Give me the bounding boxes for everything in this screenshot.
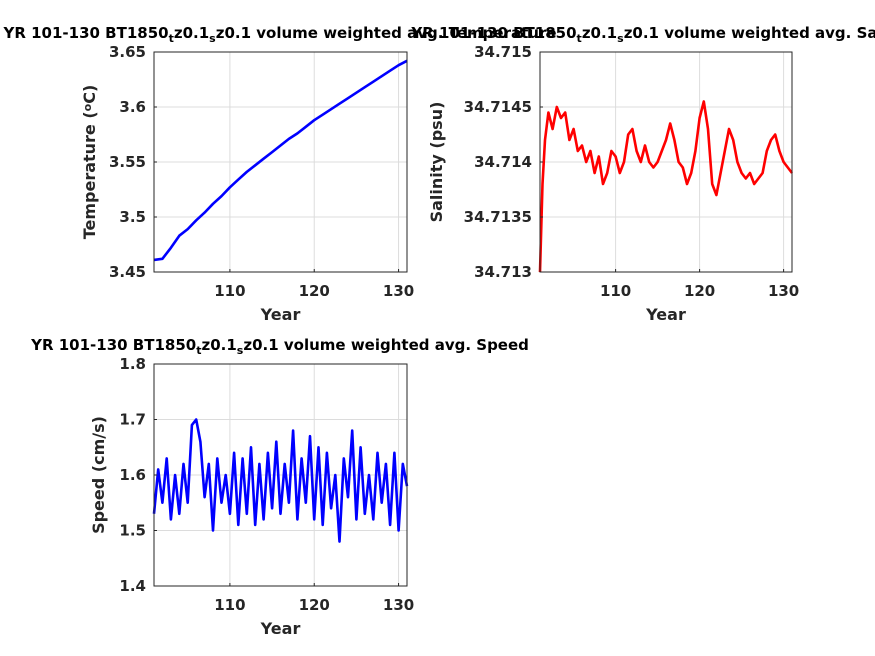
title-subscript: t (169, 32, 174, 45)
y-axis-label: Speed (cm/s) (89, 416, 108, 534)
title-segment: YR 101-130 BT1850 (30, 336, 196, 354)
title-subscript: s (237, 344, 244, 357)
title-segment: z0.1 (201, 336, 236, 354)
x-tick-label: 110 (214, 282, 245, 300)
series-line (538, 100, 794, 273)
y-tick-label: 34.7135 (464, 208, 532, 226)
x-axis-label: Year (645, 305, 686, 324)
y-axis-label: Temperature (oC) (80, 85, 99, 240)
chart-title: YR 101-130 BT1850tz0.1sz0.1 volume weigh… (30, 336, 529, 357)
y-tick-label: 3.55 (109, 153, 146, 171)
title-subscript: s (209, 32, 216, 45)
title-segment: z0.1 volume weighted avg. Speed (243, 336, 529, 354)
title-segment: YR 101-130 BT1850 (2, 24, 168, 42)
y-axis-label-end: C) (80, 85, 99, 104)
title-subscript: s (617, 32, 624, 45)
x-tick-label: 110 (214, 596, 245, 614)
y-tick-label: 1.8 (119, 355, 146, 373)
y-tick-label: 34.715 (474, 43, 532, 61)
x-tick-label: 120 (684, 282, 715, 300)
y-tick-label: 34.713 (474, 263, 532, 281)
y-tick-label: 3.6 (119, 98, 146, 116)
x-tick-label: 130 (768, 282, 799, 300)
x-tick-label: 130 (383, 282, 414, 300)
chart-panel-2: 110 120 130 34.713 34.7135 34.714 34.7145 34.71… (410, 24, 875, 324)
y-axis-label: Salinity (psu) (427, 102, 446, 223)
chart-panel-3: 110 120 130 1.4 1.5 1.6 1.7 1.8 Year Speed (cm/s)… (30, 336, 529, 638)
x-tick-label: 120 (299, 282, 330, 300)
chart-panel-1: 110 120 130 3.45 3.5 3.55 3.6 3.65 Year Temperatu… (2, 24, 556, 324)
title-subscript: t (577, 32, 582, 45)
chart-title: YR 101-130 BT1850tz0.1sz0.1 volume weigh… (410, 24, 875, 45)
title-segment: z0.1 (174, 24, 209, 42)
title-segment: YR 101-130 BT1850 (410, 24, 576, 42)
y-tick-label: 34.7145 (464, 98, 532, 116)
y-tick-label: 1.6 (119, 466, 146, 484)
y-tick-label: 34.714 (474, 153, 532, 171)
x-tick-label: 120 (299, 596, 330, 614)
x-axis-label: Year (260, 619, 301, 638)
y-tick-label: 1.5 (119, 522, 146, 540)
y-tick-label: 3.5 (119, 208, 146, 226)
title-segment: z0.1 (582, 24, 617, 42)
x-tick-label: 110 (600, 282, 631, 300)
chart-title: YR 101-130 BT1850tz0.1sz0.1 volume weigh… (2, 24, 556, 45)
x-axis-label: Year (260, 305, 301, 324)
x-tick-label: 130 (383, 596, 414, 614)
title-segment: z0.1 volume weighted avg. Salinity (624, 24, 875, 42)
y-axis-label-superscript: o (81, 103, 94, 111)
title-subscript: t (196, 344, 201, 357)
y-tick-label: 1.4 (119, 577, 146, 595)
title-segment: z0.1 volume weighted avg. Temperature (216, 24, 557, 42)
y-tick-label: 1.7 (119, 411, 146, 429)
y-tick-label: 3.45 (109, 263, 146, 281)
y-tick-label: 3.65 (109, 43, 146, 61)
